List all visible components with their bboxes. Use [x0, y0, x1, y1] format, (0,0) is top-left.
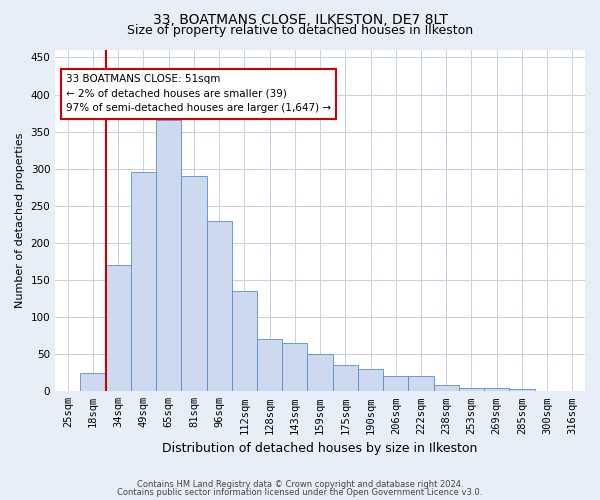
Bar: [181, 176, 206, 392]
Bar: [535, 390, 560, 392]
Bar: [509, 389, 535, 392]
Bar: [131, 172, 156, 392]
Bar: [156, 120, 181, 392]
Text: 33, BOATMANS CLOSE, ILKESTON, DE7 8LT: 33, BOATMANS CLOSE, ILKESTON, DE7 8LT: [152, 12, 448, 26]
Text: Size of property relative to detached houses in Ilkeston: Size of property relative to detached ho…: [127, 24, 473, 37]
Text: 33 BOATMANS CLOSE: 51sqm
← 2% of detached houses are smaller (39)
97% of semi-de: 33 BOATMANS CLOSE: 51sqm ← 2% of detache…: [66, 74, 331, 114]
Bar: [206, 220, 232, 392]
Bar: [409, 376, 434, 392]
Bar: [257, 340, 282, 392]
Bar: [484, 388, 509, 392]
Text: Contains HM Land Registry data © Crown copyright and database right 2024.: Contains HM Land Registry data © Crown c…: [137, 480, 463, 489]
Bar: [383, 376, 409, 392]
Bar: [232, 291, 257, 392]
X-axis label: Distribution of detached houses by size in Ilkeston: Distribution of detached houses by size …: [163, 442, 478, 455]
Bar: [332, 366, 358, 392]
Bar: [80, 373, 106, 392]
Text: Contains public sector information licensed under the Open Government Licence v3: Contains public sector information licen…: [118, 488, 482, 497]
Bar: [106, 265, 131, 392]
Bar: [358, 369, 383, 392]
Bar: [434, 386, 459, 392]
Y-axis label: Number of detached properties: Number of detached properties: [15, 133, 25, 308]
Bar: [307, 354, 332, 392]
Bar: [282, 343, 307, 392]
Bar: [459, 388, 484, 392]
